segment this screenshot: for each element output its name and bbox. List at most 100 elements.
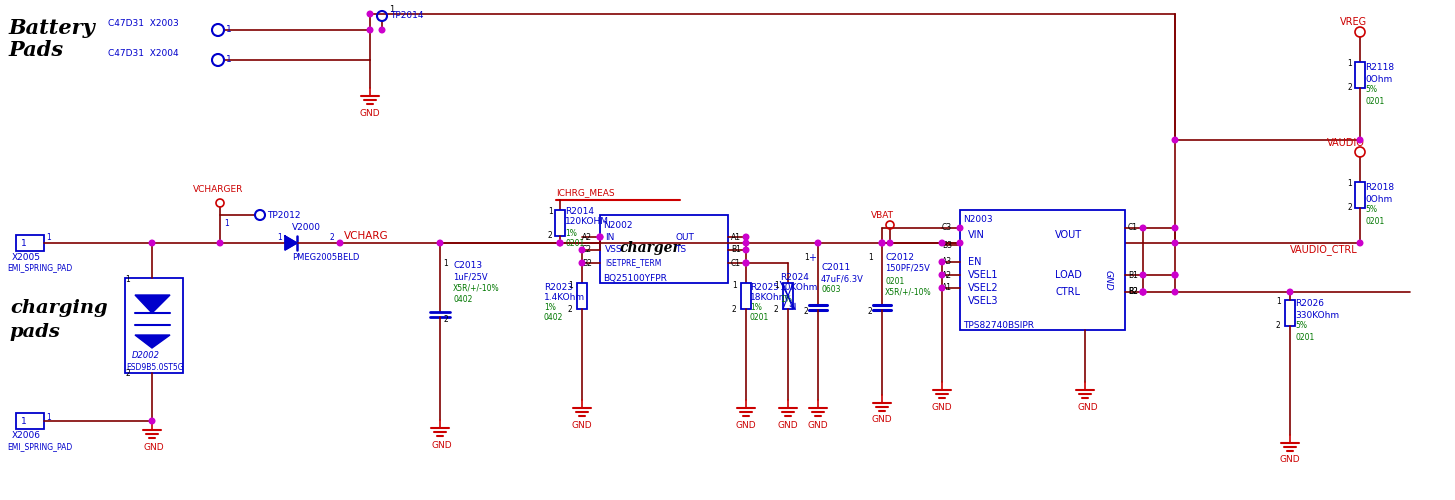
Bar — [125, 278, 183, 373]
Text: 2: 2 — [869, 308, 873, 316]
Text: GND: GND — [359, 108, 381, 118]
Text: 2: 2 — [732, 304, 736, 314]
Text: 2: 2 — [1347, 204, 1352, 212]
Text: X2006: X2006 — [12, 432, 41, 440]
Text: GND: GND — [143, 442, 163, 452]
Text: C3: C3 — [941, 224, 952, 232]
Circle shape — [1358, 137, 1363, 143]
Circle shape — [557, 240, 563, 246]
Circle shape — [1173, 225, 1177, 231]
Circle shape — [579, 247, 585, 253]
Circle shape — [1141, 289, 1145, 295]
Circle shape — [338, 240, 343, 246]
Text: ICHRG_MEAS: ICHRG_MEAS — [556, 188, 614, 198]
Text: ISETPRE_TERM: ISETPRE_TERM — [605, 258, 662, 268]
Circle shape — [744, 234, 749, 240]
Text: C1: C1 — [1128, 224, 1138, 232]
Bar — [599, 215, 728, 283]
Text: B2: B2 — [1128, 288, 1138, 296]
Text: 47uF/6.3V: 47uF/6.3V — [821, 274, 864, 283]
Text: 1: 1 — [47, 414, 51, 422]
Text: 1%: 1% — [780, 294, 792, 304]
Text: IN: IN — [605, 232, 614, 241]
Circle shape — [597, 234, 602, 240]
Text: R2118: R2118 — [1365, 64, 1394, 72]
Text: 2: 2 — [1276, 322, 1280, 330]
Text: 1: 1 — [1347, 60, 1352, 68]
Polygon shape — [135, 295, 170, 313]
Circle shape — [938, 259, 944, 265]
Text: EN: EN — [968, 257, 982, 267]
Text: C2: C2 — [582, 246, 592, 254]
Text: C2011: C2011 — [821, 264, 850, 272]
Text: V2000: V2000 — [292, 224, 322, 232]
Text: 5%: 5% — [1295, 322, 1307, 330]
Text: 0402: 0402 — [544, 312, 563, 322]
Text: VSEL1: VSEL1 — [968, 270, 998, 280]
Text: 0402: 0402 — [453, 294, 473, 304]
Text: 1: 1 — [226, 26, 231, 35]
Text: X2005: X2005 — [12, 252, 41, 262]
Text: GND: GND — [872, 416, 892, 424]
Text: 5%: 5% — [1365, 206, 1376, 214]
Bar — [1355, 62, 1365, 88]
Text: B1: B1 — [730, 246, 741, 254]
Circle shape — [597, 234, 602, 240]
Text: R2026: R2026 — [1295, 300, 1324, 308]
Text: 1: 1 — [22, 416, 26, 426]
Text: charger: charger — [620, 241, 681, 255]
Circle shape — [1358, 240, 1363, 246]
Text: 1uF/25V: 1uF/25V — [453, 272, 487, 281]
Text: GND: GND — [933, 402, 953, 411]
Text: GND: GND — [431, 440, 451, 450]
Text: B1: B1 — [1128, 270, 1138, 280]
Bar — [741, 283, 751, 309]
Text: A2: A2 — [941, 270, 952, 280]
Text: C2013: C2013 — [453, 262, 482, 270]
Circle shape — [1173, 240, 1177, 246]
Text: X5R/+/-10%: X5R/+/-10% — [453, 284, 499, 292]
Circle shape — [380, 27, 384, 33]
Text: 120KOHM: 120KOHM — [565, 218, 610, 226]
Circle shape — [879, 240, 885, 246]
Polygon shape — [135, 335, 170, 348]
Text: 2: 2 — [774, 304, 778, 314]
Circle shape — [744, 247, 749, 253]
Text: EMI_SPRING_PAD: EMI_SPRING_PAD — [7, 264, 73, 272]
Text: 0201: 0201 — [1365, 216, 1384, 226]
Text: 0Ohm: 0Ohm — [1365, 74, 1392, 84]
Text: 1: 1 — [125, 276, 129, 284]
Text: 1: 1 — [22, 238, 26, 248]
Text: VAUDIO_CTRL: VAUDIO_CTRL — [1291, 244, 1358, 256]
Text: charging: charging — [10, 299, 108, 317]
Text: 1: 1 — [774, 280, 778, 289]
Circle shape — [1173, 137, 1177, 143]
Text: A1: A1 — [941, 284, 952, 292]
Text: 0603: 0603 — [821, 286, 841, 294]
Text: 1: 1 — [869, 254, 873, 262]
Text: N2003: N2003 — [963, 216, 992, 224]
Text: 2: 2 — [1347, 84, 1352, 92]
Text: R2024: R2024 — [780, 272, 809, 281]
Text: VSEL2: VSEL2 — [968, 283, 998, 293]
Bar — [960, 210, 1125, 330]
Circle shape — [557, 240, 563, 246]
Circle shape — [579, 260, 585, 266]
Text: 1: 1 — [549, 208, 553, 216]
Text: GND: GND — [572, 420, 592, 430]
Text: A1: A1 — [730, 232, 741, 241]
Text: R2014: R2014 — [565, 206, 594, 216]
Circle shape — [1141, 289, 1145, 295]
Bar — [1355, 182, 1365, 208]
Text: 2: 2 — [549, 232, 553, 240]
Text: B3: B3 — [941, 240, 952, 250]
Text: A2: A2 — [582, 232, 592, 241]
Text: 2: 2 — [125, 368, 129, 378]
Text: TP2014: TP2014 — [390, 12, 423, 20]
Bar — [16, 413, 44, 429]
Text: VSS: VSS — [605, 246, 623, 254]
Text: VCHARGER: VCHARGER — [194, 186, 243, 194]
Text: VREG: VREG — [1340, 17, 1368, 27]
Text: 1%: 1% — [544, 302, 556, 312]
Text: GND: GND — [736, 420, 757, 430]
